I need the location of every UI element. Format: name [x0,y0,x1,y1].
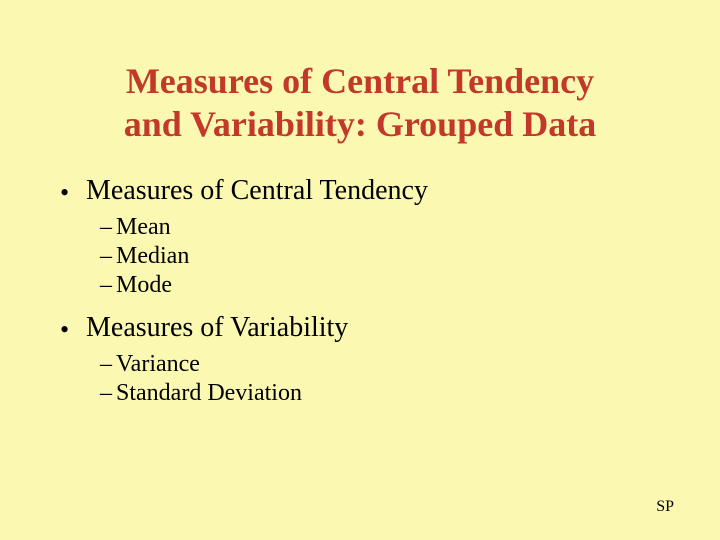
sub-bullet-text: Mean [116,214,171,241]
slide-footer: SP [656,498,674,516]
bullet-level2: – Mode [100,272,670,299]
bullet-marker: • [60,317,86,343]
bullet-level2: – Median [100,243,670,270]
sub-bullet-text: Mode [116,272,172,299]
dash-marker: – [100,243,116,270]
sub-bullet-text: Median [116,243,189,270]
bullet-level2: – Mean [100,214,670,241]
sub-bullet-text: Variance [116,351,200,378]
title-line-1: Measures of Central Tendency [126,61,594,101]
slide-content: • Measures of Central Tendency – Mean – … [50,174,670,406]
bullet-text: Measures of Variability [86,311,348,345]
dash-marker: – [100,351,116,378]
sub-bullet-group: – Variance – Standard Deviation [60,351,670,407]
slide-title: Measures of Central Tendency and Variabi… [50,60,670,146]
title-line-2: and Variability: Grouped Data [124,104,596,144]
bullet-level1: • Measures of Variability [60,311,670,345]
bullet-level2: – Standard Deviation [100,380,670,407]
sub-bullet-group: – Mean – Median – Mode [60,214,670,299]
sub-bullet-text: Standard Deviation [116,380,302,407]
bullet-marker: • [60,180,86,206]
dash-marker: – [100,380,116,407]
slide: Measures of Central Tendency and Variabi… [0,0,720,540]
dash-marker: – [100,272,116,299]
bullet-text: Measures of Central Tendency [86,174,428,208]
bullet-level1: • Measures of Central Tendency [60,174,670,208]
dash-marker: – [100,214,116,241]
bullet-level2: – Variance [100,351,670,378]
